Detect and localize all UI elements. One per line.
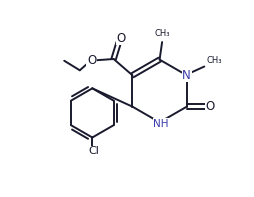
Text: Cl: Cl bbox=[88, 146, 99, 156]
Text: N: N bbox=[182, 69, 191, 82]
Text: O: O bbox=[117, 32, 126, 45]
Text: O: O bbox=[87, 54, 96, 67]
Text: O: O bbox=[205, 100, 215, 113]
Text: NH: NH bbox=[153, 119, 169, 129]
Text: CH₃: CH₃ bbox=[154, 29, 170, 38]
Text: CH₃: CH₃ bbox=[206, 56, 221, 65]
